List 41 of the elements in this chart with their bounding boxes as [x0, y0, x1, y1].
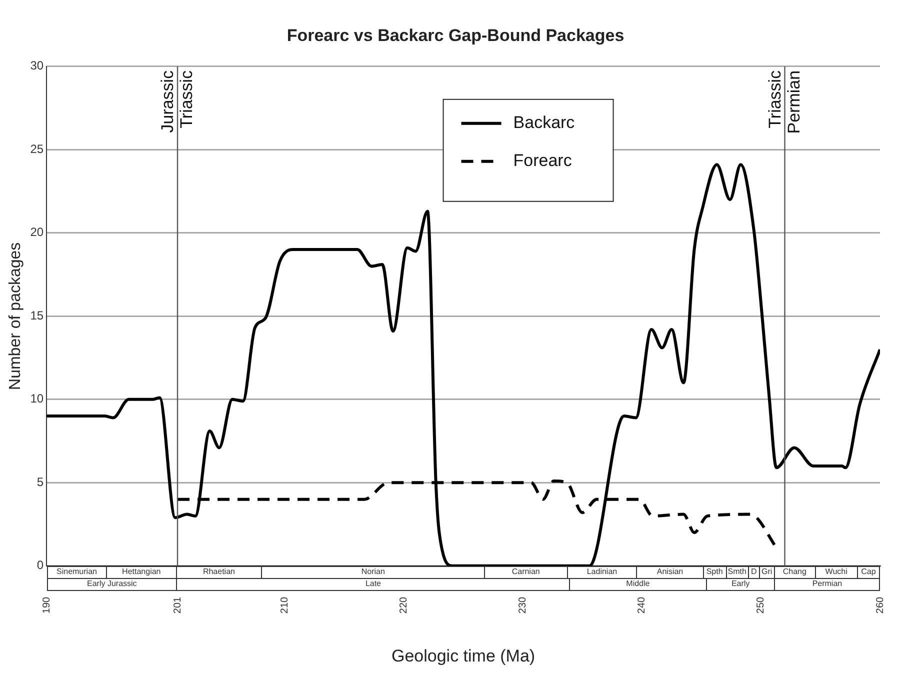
y-tick-label: 30: [30, 58, 44, 73]
text: Ladinian: [586, 567, 618, 576]
ref-line-label: Jurassic Triassic: [158, 70, 196, 133]
text: Early Jurassic: [87, 579, 137, 588]
text: Sinemurian: [56, 567, 97, 576]
text: Gri: [762, 567, 772, 576]
x-tick-label: 220: [398, 596, 410, 614]
text: Wuchi: [825, 567, 848, 576]
x-tick-label: 201: [172, 596, 184, 614]
y-tick-label: 10: [30, 392, 44, 406]
x-tick-label: 250: [756, 596, 767, 614]
text: Early: [731, 579, 750, 588]
text: Carnian: [512, 567, 540, 576]
text: D: [751, 567, 757, 576]
y-tick-label: 25: [30, 142, 44, 156]
text: Hettangian: [122, 567, 161, 576]
text: Permian: [812, 579, 842, 588]
x-tick-label: 260: [874, 596, 886, 614]
chart-title: Forearc vs Backarc Gap-Bound Packages: [286, 26, 624, 45]
x-tick-label: 210: [279, 596, 290, 614]
text: Rhaetian: [202, 567, 235, 576]
y-tick-label: 5: [36, 474, 44, 489]
y-axis-title: Number of packages: [7, 242, 24, 390]
x-axis-title: Geologic time (Ma): [391, 646, 536, 666]
x-tick-label: 190: [41, 596, 52, 614]
text: Anisian: [656, 567, 684, 576]
text: Spth: [706, 567, 723, 576]
text: Norian: [361, 567, 385, 576]
text: Smth: [728, 567, 746, 576]
ref-line-label: Triassic Permian: [765, 70, 804, 134]
y-tick-label: 15: [30, 308, 44, 322]
x-tick-label: 240: [636, 596, 648, 614]
text: Cap: [861, 567, 876, 576]
text: Chang: [782, 567, 806, 576]
y-tick-label: 0: [36, 558, 44, 572]
legend-label: Forearc: [513, 151, 572, 170]
legend-label: Backarc: [513, 113, 576, 132]
x-tick-label: 230: [518, 596, 529, 614]
text: Middle: [626, 579, 650, 588]
y-tick-label: 20: [30, 225, 44, 240]
text: Late: [365, 579, 382, 588]
